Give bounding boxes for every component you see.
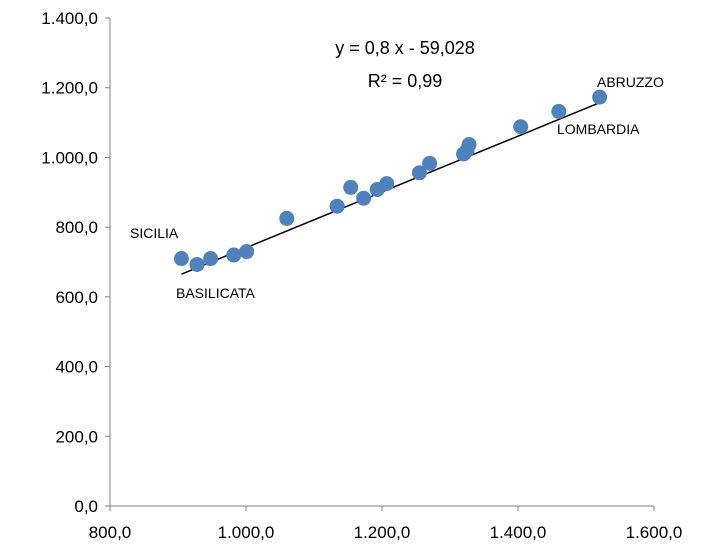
data-point	[189, 256, 205, 272]
data-point	[461, 137, 477, 153]
x-tick-label: 1.000,0	[218, 523, 275, 542]
y-tick-label: 0,0	[74, 497, 98, 516]
r-squared-label: R² = 0,99	[368, 71, 443, 91]
data-point	[592, 89, 608, 105]
y-tick-label: 200,0	[55, 427, 98, 446]
data-point	[551, 103, 567, 119]
y-tick-label: 1.200,0	[41, 79, 98, 98]
data-point	[279, 210, 295, 226]
data-point	[239, 244, 255, 260]
data-point	[203, 251, 219, 267]
data-point	[379, 176, 395, 192]
y-tick-label: 1.000,0	[41, 148, 98, 167]
y-tick-label: 400,0	[55, 358, 98, 377]
y-tick-label: 800,0	[55, 218, 98, 237]
data-point	[226, 247, 242, 263]
y-tick-label: 1.400,0	[41, 9, 98, 28]
x-axis-ticks: 800,0 1.000,0 1.200,0 1.400,0 1.600,0	[89, 506, 683, 542]
data-points	[173, 89, 608, 272]
annotation-abruzzo: ABRUZZO	[597, 74, 664, 90]
data-point	[513, 119, 529, 135]
data-point	[329, 198, 345, 214]
annotation-sicilia: SICILIA	[130, 225, 179, 241]
x-tick-label: 1.200,0	[354, 523, 411, 542]
annotation-lombardia: LOMBARDIA	[557, 121, 640, 137]
x-tick-label: 1.600,0	[626, 523, 683, 542]
x-tick-label: 800,0	[89, 523, 132, 542]
y-tick-label: 600,0	[55, 288, 98, 307]
data-point	[343, 179, 359, 195]
data-point	[411, 165, 427, 181]
trendline-equation: y = 0,8 x - 59,028	[335, 38, 475, 58]
annotation-basilicata: BASILICATA	[176, 285, 256, 301]
x-tick-label: 1.400,0	[490, 523, 547, 542]
data-point	[356, 190, 372, 206]
data-point	[173, 251, 189, 267]
data-point	[422, 155, 438, 171]
y-axis-ticks: 0,0 200,0 400,0 600,0 800,0 1.000,0 1.200,0 1.4…	[41, 9, 110, 516]
